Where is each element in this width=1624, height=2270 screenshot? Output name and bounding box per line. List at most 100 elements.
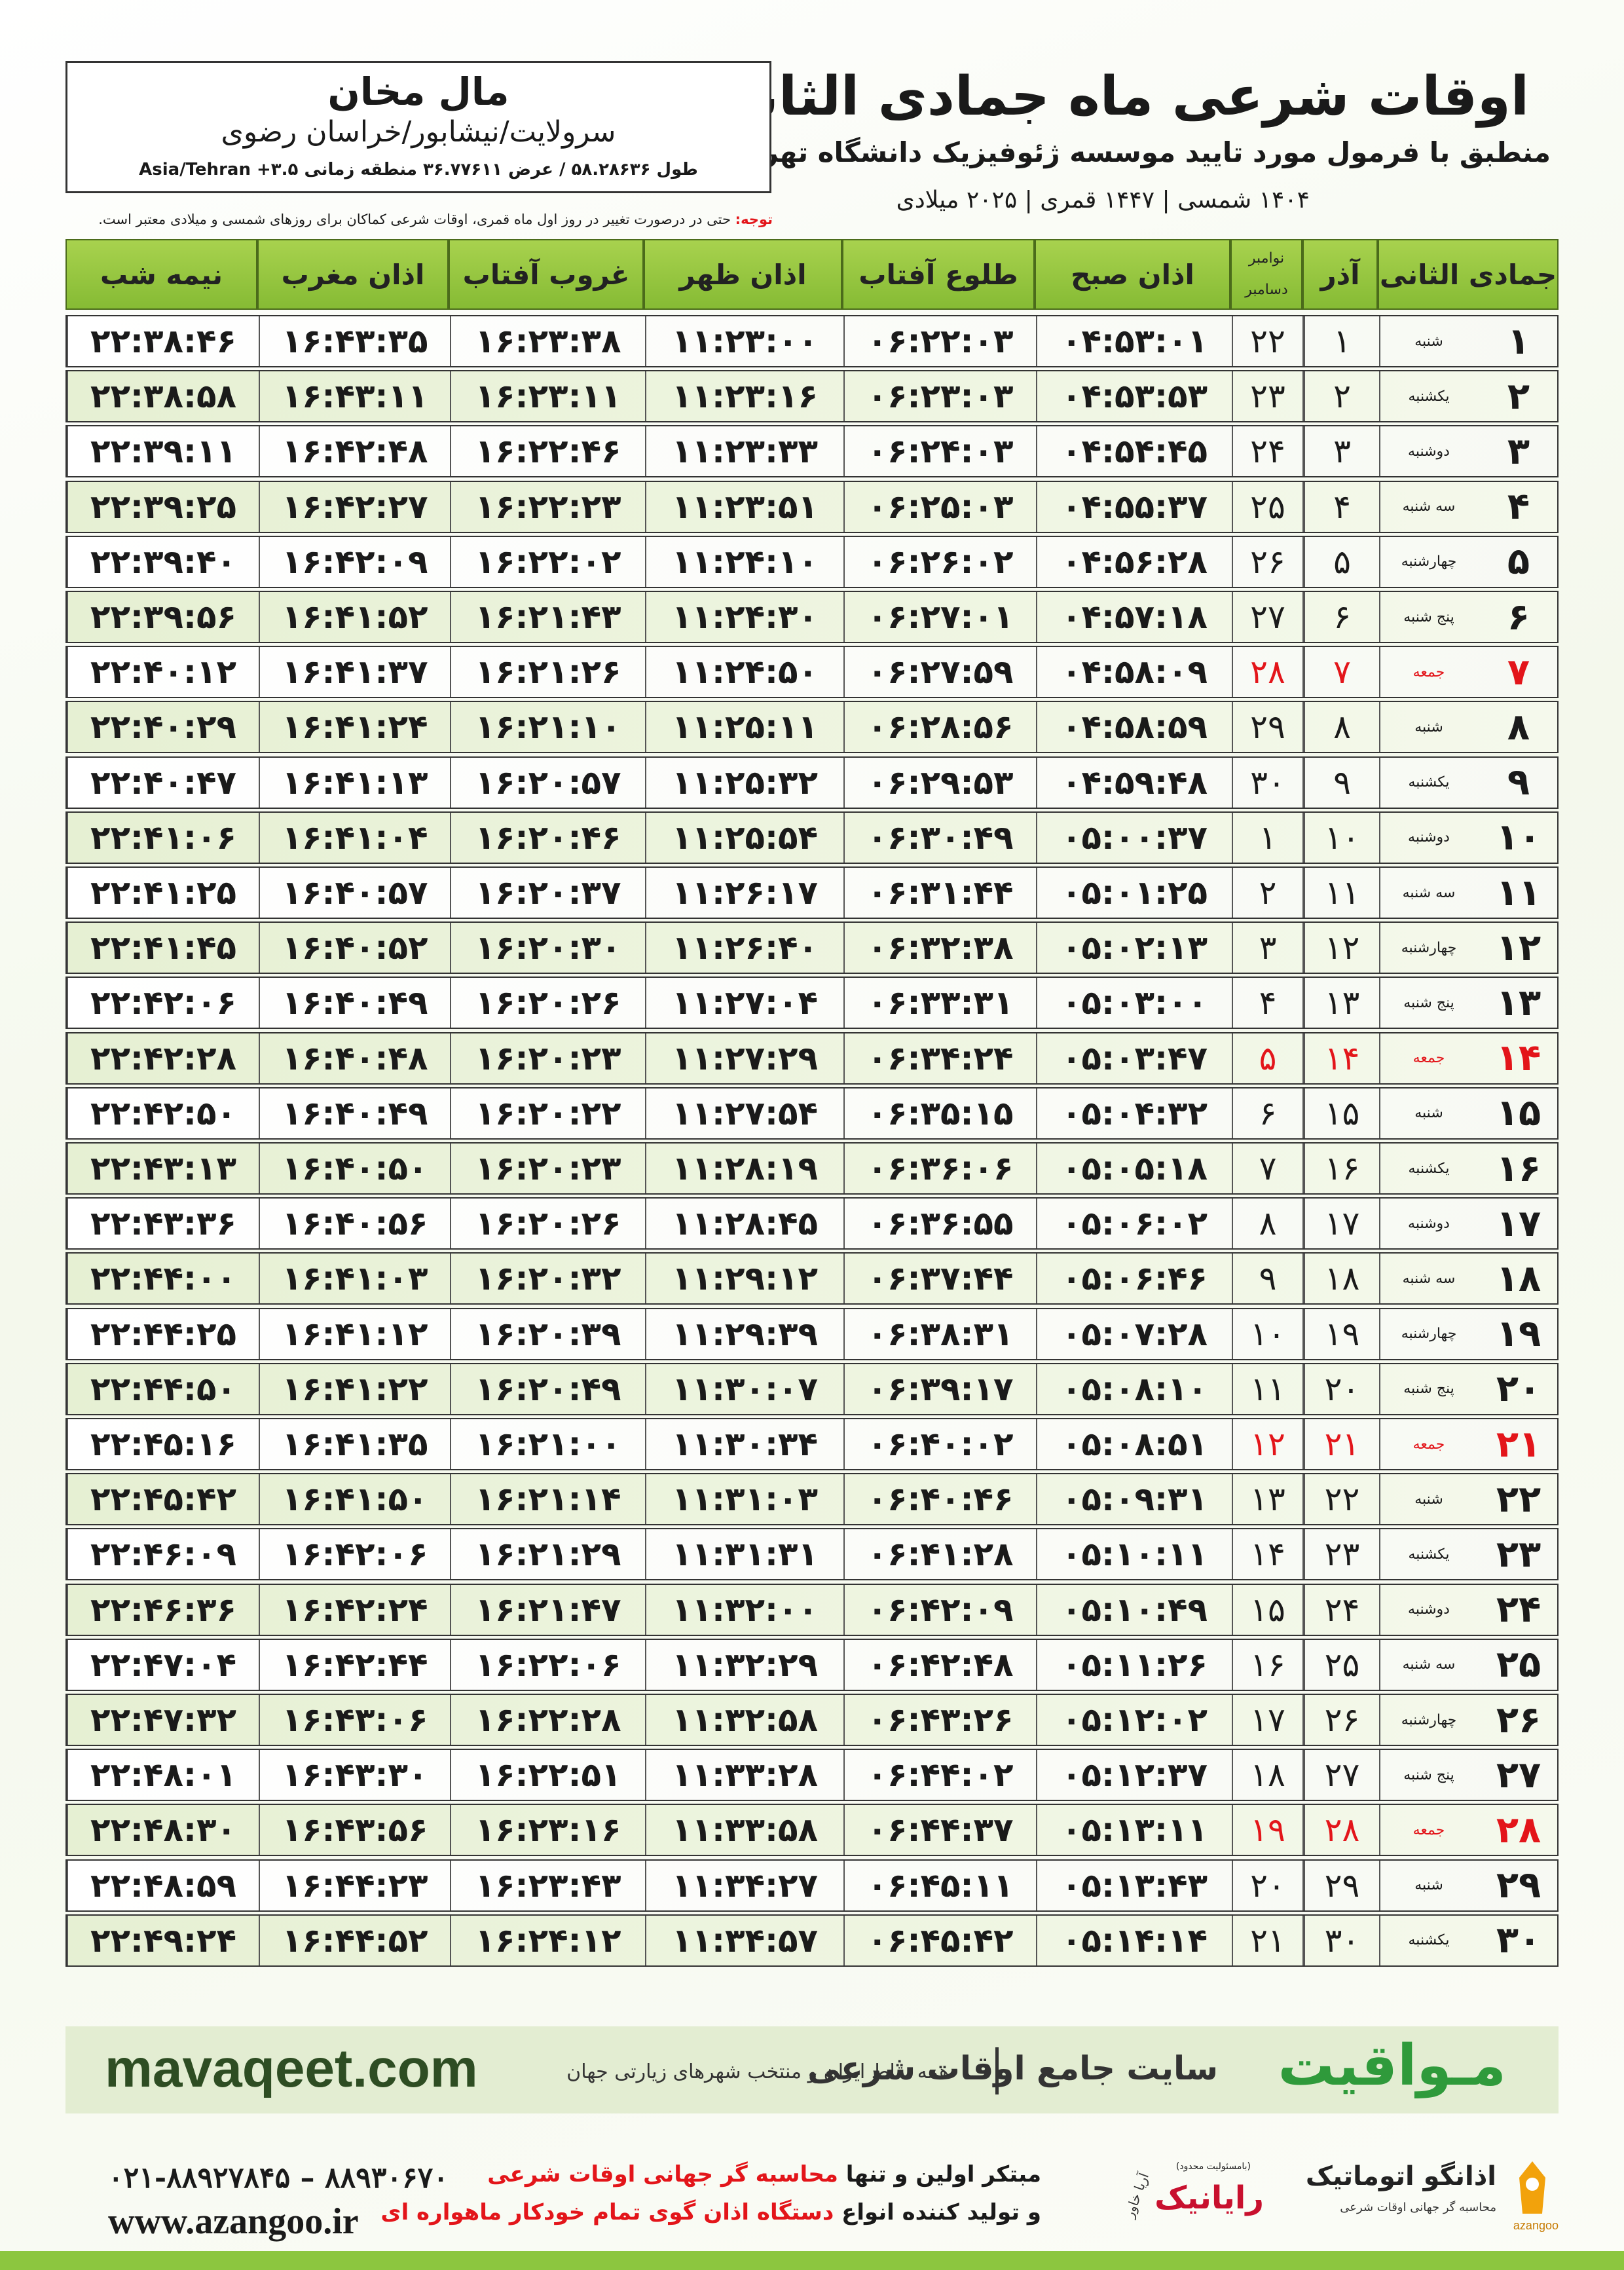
day-number: ۲۸: [1496, 1808, 1541, 1851]
day-number: ۶: [1507, 595, 1530, 639]
time-cell: ۱۶:۴۱:۱۳: [259, 757, 450, 808]
date-cell: ۵: [1232, 1033, 1304, 1083]
date-cell: ۱۴: [1232, 1529, 1304, 1580]
time-cell: ۱۶:۴۰:۵۰: [259, 1144, 450, 1193]
date-cell: ۷: [1304, 647, 1379, 698]
date-cell: ۱۲: [1304, 923, 1379, 973]
time-cell: ۰۶:۴۴:۰۲: [843, 1750, 1036, 1800]
time-cell: ۱۱:۲۷:۵۴: [645, 1088, 843, 1138]
date-cell: ۱۵: [1232, 1584, 1304, 1635]
time-cell: ۱۶:۴۲:۴۴: [259, 1639, 450, 1690]
table-row: ۵ چهارشنبه ۵ ۲۶ ۰۴:۵۶:۲۸ ۰۶:۲۶:۰۲ ۱۱:۲۴:۱۰ ۱۶:۲…: [65, 535, 1559, 588]
day-number: ۲۶: [1496, 1698, 1541, 1741]
time-cell: ۱۶:۴۲:۰۶: [259, 1529, 450, 1580]
date-cell: ۱۶: [1304, 1144, 1379, 1193]
time-cell: ۰۴:۵۴:۴۵: [1036, 426, 1232, 477]
time-cell: ۱۶:۲۲:۲۳: [450, 481, 645, 532]
logo-azangoo: اذانگو اتوماتیک محاسبه گر جهانی اوقات شر…: [1283, 2155, 1559, 2233]
time-cell: ۰۵:۱۲:۳۷: [1036, 1750, 1232, 1800]
time-cell: ۱۱:۲۹:۳۹: [645, 1309, 843, 1359]
table-row: ۱۷ دوشنبه ۱۷ ۸ ۰۵:۰۶:۰۲ ۰۶:۳۶:۵۵ ۱۱:۲۸:۴۵ ۱۶:۲۰…: [65, 1197, 1559, 1250]
time-cell: ۱۶:۴۳:۳۰: [259, 1750, 450, 1800]
date-cell: ۹: [1232, 1254, 1304, 1304]
time-cell: ۰۵:۰۸:۵۱: [1036, 1419, 1232, 1469]
time-cell: ۱۶:۲۰:۳۲: [450, 1254, 645, 1304]
bottom-bar: [0, 2251, 1624, 2270]
time-cell: ۲۲:۴۴:۰۰: [67, 1254, 259, 1304]
time-cell: ۱۶:۴۰:۵۲: [259, 923, 450, 973]
time-cell: ۱۶:۴۴:۵۲: [259, 1915, 450, 1965]
time-cell: ۱۱:۲۷:۰۴: [645, 978, 843, 1028]
day-number: ۱۹: [1496, 1312, 1541, 1356]
time-cell: ۱۱:۲۷:۲۹: [645, 1033, 843, 1083]
time-cell: ۰۵:۱۳:۱۱: [1036, 1805, 1232, 1855]
day-number: ۱۴: [1496, 1037, 1541, 1080]
time-cell: ۰۵:۰۹:۳۱: [1036, 1474, 1232, 1525]
time-cell: ۰۴:۵۷:۱۸: [1036, 592, 1232, 642]
date-cell: ۲۱: [1232, 1915, 1304, 1965]
day-number: ۲۹: [1496, 1864, 1541, 1907]
date-cell: ۱۸: [1232, 1750, 1304, 1800]
time-cell: ۰۶:۲۳:۰۳: [843, 371, 1036, 422]
time-cell: ۰۵:۱۱:۲۶: [1036, 1639, 1232, 1690]
day-number: ۱۷: [1496, 1202, 1541, 1245]
date-cell: ۳۰: [1232, 757, 1304, 808]
weekday: جمعه: [1379, 1805, 1477, 1855]
time-cell: ۱۱:۲۸:۴۵: [645, 1199, 843, 1249]
time-cell: ۰۶:۲۸:۵۶: [843, 702, 1036, 753]
date-cell: ۴: [1304, 481, 1379, 532]
column-header-bottom: دسامبر: [1245, 282, 1288, 298]
column-header: طلوع آفتاب: [842, 239, 1035, 310]
prayer-table: جمادی الثانی آذر نوامبر دسامبر اذان صبح طلوع …: [65, 239, 1559, 1975]
time-cell: ۱۱:۲۳:۵۱: [645, 481, 843, 532]
weekday: شنبه: [1379, 1474, 1477, 1525]
table-row: ۲۰ پنج شنبه ۲۰ ۱۱ ۰۵:۰۸:۱۰ ۰۶:۳۹:۱۷ ۱۱:۳۰:۰۷ ۱۶…: [65, 1362, 1559, 1415]
time-cell: ۱۶:۴۱:۳۵: [259, 1419, 450, 1469]
time-cell: ۲۲:۴۱:۲۵: [67, 868, 259, 918]
date-cell: ۱: [1304, 316, 1379, 366]
time-cell: ۲۲:۳۸:۴۶: [67, 316, 259, 366]
date-cell: ۷: [1232, 1144, 1304, 1193]
time-cell: ۱۶:۴۱:۵۲: [259, 592, 450, 642]
logo-icon: [1519, 2161, 1545, 2214]
time-cell: ۲۲:۳۹:۴۰: [67, 536, 259, 587]
date-cell: ۱۵: [1304, 1088, 1379, 1138]
time-cell: ۱۶:۴۱:۳۷: [259, 647, 450, 698]
time-cell: ۱۶:۲۲:۲۸: [450, 1695, 645, 1745]
table-row: ۹ یکشنبه ۹ ۳۰ ۰۴:۵۹:۴۸ ۰۶:۲۹:۵۳ ۱۱:۲۵:۳۲ ۱۶:۲۰:…: [65, 756, 1559, 809]
date-cell: ۱۳: [1304, 978, 1379, 1028]
date-cell: ۲۲: [1232, 316, 1304, 366]
day-number: ۲۲: [1496, 1478, 1541, 1521]
time-cell: ۲۲:۴۹:۲۴: [67, 1915, 259, 1965]
date-cell: ۲۶: [1232, 536, 1304, 587]
time-cell: ۰۶:۴۲:۰۹: [843, 1584, 1036, 1635]
time-cell: ۰۵:۰۳:۰۰: [1036, 978, 1232, 1028]
time-cell: ۱۱:۳۱:۰۳: [645, 1474, 843, 1525]
time-cell: ۱۶:۲۱:۱۰: [450, 702, 645, 753]
time-cell: ۱۱:۲۴:۳۰: [645, 592, 843, 642]
time-cell: ۰۴:۵۳:۵۳: [1036, 371, 1232, 422]
date-cell: ۲۱: [1304, 1419, 1379, 1469]
time-cell: ۱۱:۳۰:۳۴: [645, 1419, 843, 1469]
time-cell: ۱۱:۳۲:۰۰: [645, 1584, 843, 1635]
separator: [995, 2047, 999, 2094]
note-text: حتی در درصورت تغییر در روز اول ماه قمری،…: [98, 212, 731, 227]
time-cell: ۱۱:۲۴:۱۰: [645, 536, 843, 587]
time-cell: ۲۲:۴۲:۵۰: [67, 1088, 259, 1138]
weekday: دوشنبه: [1379, 426, 1477, 477]
time-cell: ۱۶:۴۲:۴۸: [259, 426, 450, 477]
time-cell: ۲۲:۴۷:۰۴: [67, 1639, 259, 1690]
note: توجه: حتی در درصورت تغییر در روز اول ماه…: [98, 212, 773, 227]
time-cell: ۱۶:۲۱:۱۴: [450, 1474, 645, 1525]
date-cell: ۲۷: [1304, 1750, 1379, 1800]
date-cell: ۲: [1304, 371, 1379, 422]
time-cell: ۰۶:۳۵:۱۵: [843, 1088, 1036, 1138]
time-cell: ۲۲:۴۸:۰۱: [67, 1750, 259, 1800]
time-cell: ۱۶:۲۰:۲۶: [450, 978, 645, 1028]
banner: مـواقیت سایت جامع اوقات شرعی همه نقاط ای…: [65, 2026, 1559, 2113]
table-row: ۶ پنج شنبه ۶ ۲۷ ۰۴:۵۷:۱۸ ۰۶:۲۷:۰۱ ۱۱:۲۴:۳۰ ۱۶:۲…: [65, 591, 1559, 643]
day-number: ۸: [1507, 705, 1530, 749]
column-header: اذان ظهر: [644, 239, 842, 310]
table-row: ۱۵ شنبه ۱۵ ۶ ۰۵:۰۴:۳۲ ۰۶:۳۵:۱۵ ۱۱:۲۷:۵۴ ۱۶:۲۰:۲…: [65, 1087, 1559, 1140]
footer-line: مبتکر اولین و تنها محاسبه گر جهانی اوقات…: [487, 2161, 1041, 2187]
